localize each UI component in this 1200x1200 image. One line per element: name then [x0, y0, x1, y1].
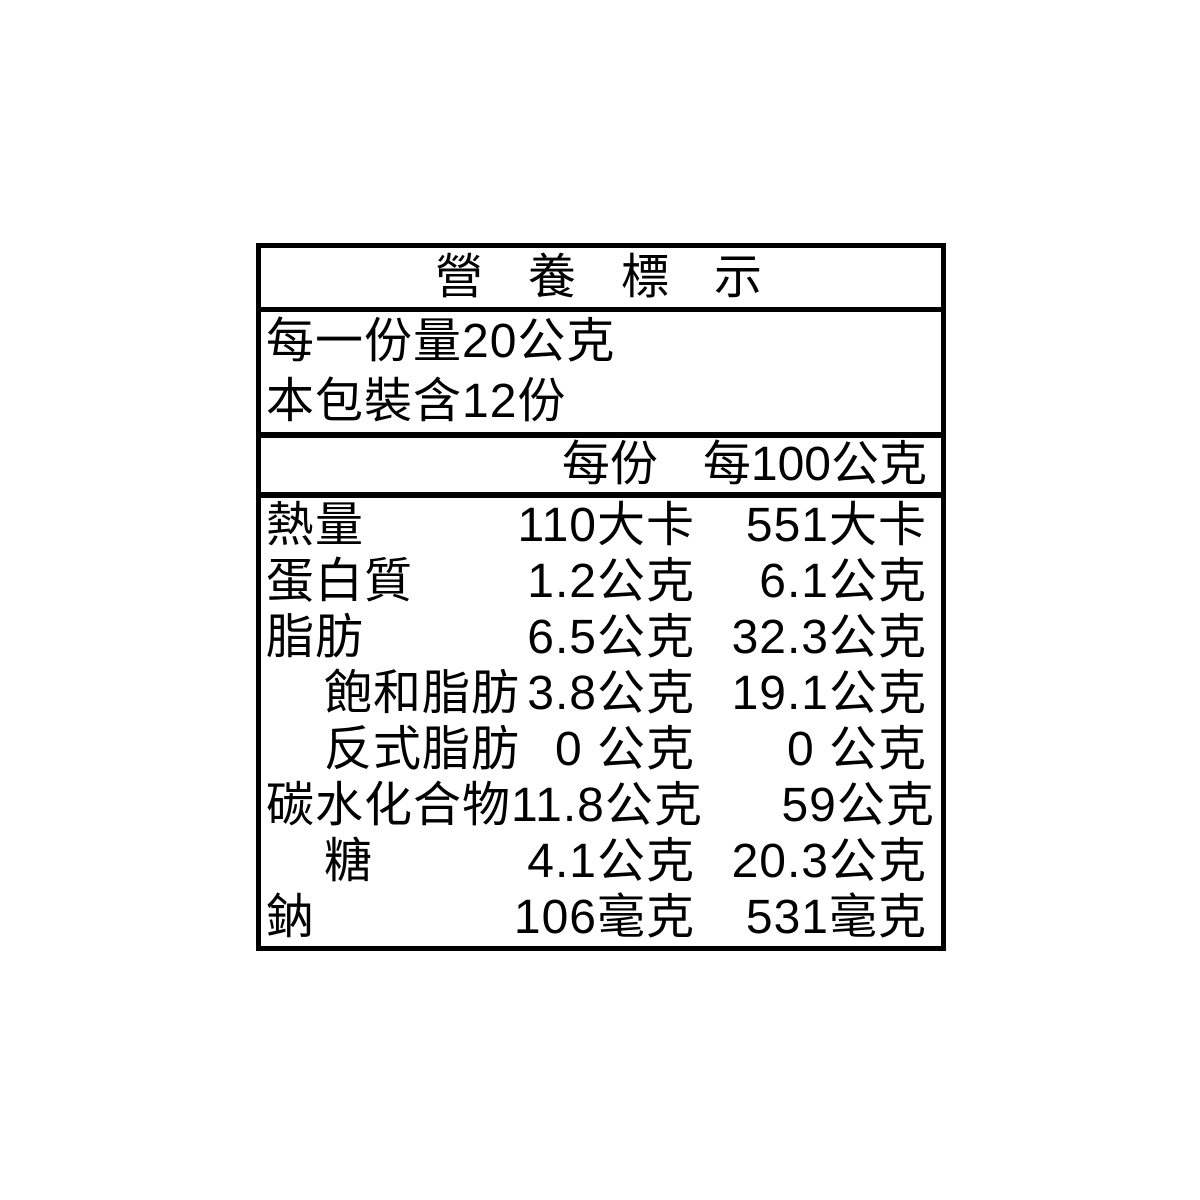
serving-info-section: 每一份量20公克 本包裝含12份 [261, 312, 941, 438]
serving-size-line: 每一份量20公克 [266, 315, 616, 368]
nutrient-value-per-100g: 20.3公克 [731, 835, 927, 888]
table-row: 碳水化合物 11.8公克 59公克 [261, 778, 941, 834]
nutrient-name: 反式脂肪 [324, 723, 521, 776]
page-title: 營養標示 [434, 250, 807, 304]
nutrient-value-per-serving: 6.5公克 [527, 611, 695, 664]
nutrient-name: 熱量 [266, 499, 365, 552]
nutrient-value-per-serving: 1.2公克 [527, 555, 695, 608]
servings-per-package-line: 本包裝含12份 [266, 375, 567, 428]
column-header-per-100g: 每100公克 [702, 438, 927, 491]
nutrient-value-per-serving: 0 公克 [554, 723, 695, 776]
nutrient-value-per-100g: 32.3公克 [731, 611, 927, 664]
table-row: 蛋白質 1.2公克 6.1公克 [261, 554, 941, 610]
nutrient-name: 碳水化合物 [266, 779, 512, 832]
nutrient-value-per-serving: 110大卡 [517, 499, 695, 552]
table-row: 反式脂肪 0 公克 0 公克 [261, 722, 941, 778]
table-row: 鈉 106毫克 531毫克 [261, 890, 941, 946]
title-row: 營養標示 [261, 248, 941, 312]
nutrient-value-per-serving: 106毫克 [513, 891, 695, 944]
nutrient-value-per-serving: 11.8公克 [511, 779, 703, 832]
table-row: 糖 4.1公克 20.3公克 [261, 834, 941, 890]
table-row: 熱量 110大卡 551大卡 [261, 498, 941, 554]
nutrient-value-per-100g: 551大卡 [745, 499, 927, 552]
nutrient-value-per-100g: 0 公克 [786, 723, 927, 776]
nutrient-name: 脂肪 [266, 611, 365, 664]
nutrition-table: 營養標示 每一份量20公克 本包裝含12份 每份 每100公克 熱量 110大卡… [256, 243, 946, 951]
nutrient-value-per-serving: 4.1公克 [527, 835, 695, 888]
nutrient-value-per-100g: 59公克 [781, 779, 935, 832]
nutrient-rows: 熱量 110大卡 551大卡 蛋白質 1.2公克 6.1公克 脂肪 6.5公克 … [261, 498, 941, 946]
nutrient-name: 糖 [324, 835, 374, 888]
table-row: 脂肪 6.5公克 32.3公克 [261, 610, 941, 666]
nutrient-name: 鈉 [266, 891, 316, 944]
nutrient-value-per-serving: 3.8公克 [527, 667, 695, 720]
table-row: 飽和脂肪 3.8公克 19.1公克 [261, 666, 941, 722]
nutrient-name: 蛋白質 [266, 555, 414, 608]
column-header-per-serving: 每份 [561, 438, 658, 491]
nutrient-value-per-100g: 19.1公克 [731, 667, 927, 720]
column-header-row: 每份 每100公克 [261, 438, 941, 498]
nutrient-name: 飽和脂肪 [324, 667, 521, 720]
nutrient-value-per-100g: 6.1公克 [759, 555, 927, 608]
nutrient-value-per-100g: 531毫克 [745, 891, 927, 944]
